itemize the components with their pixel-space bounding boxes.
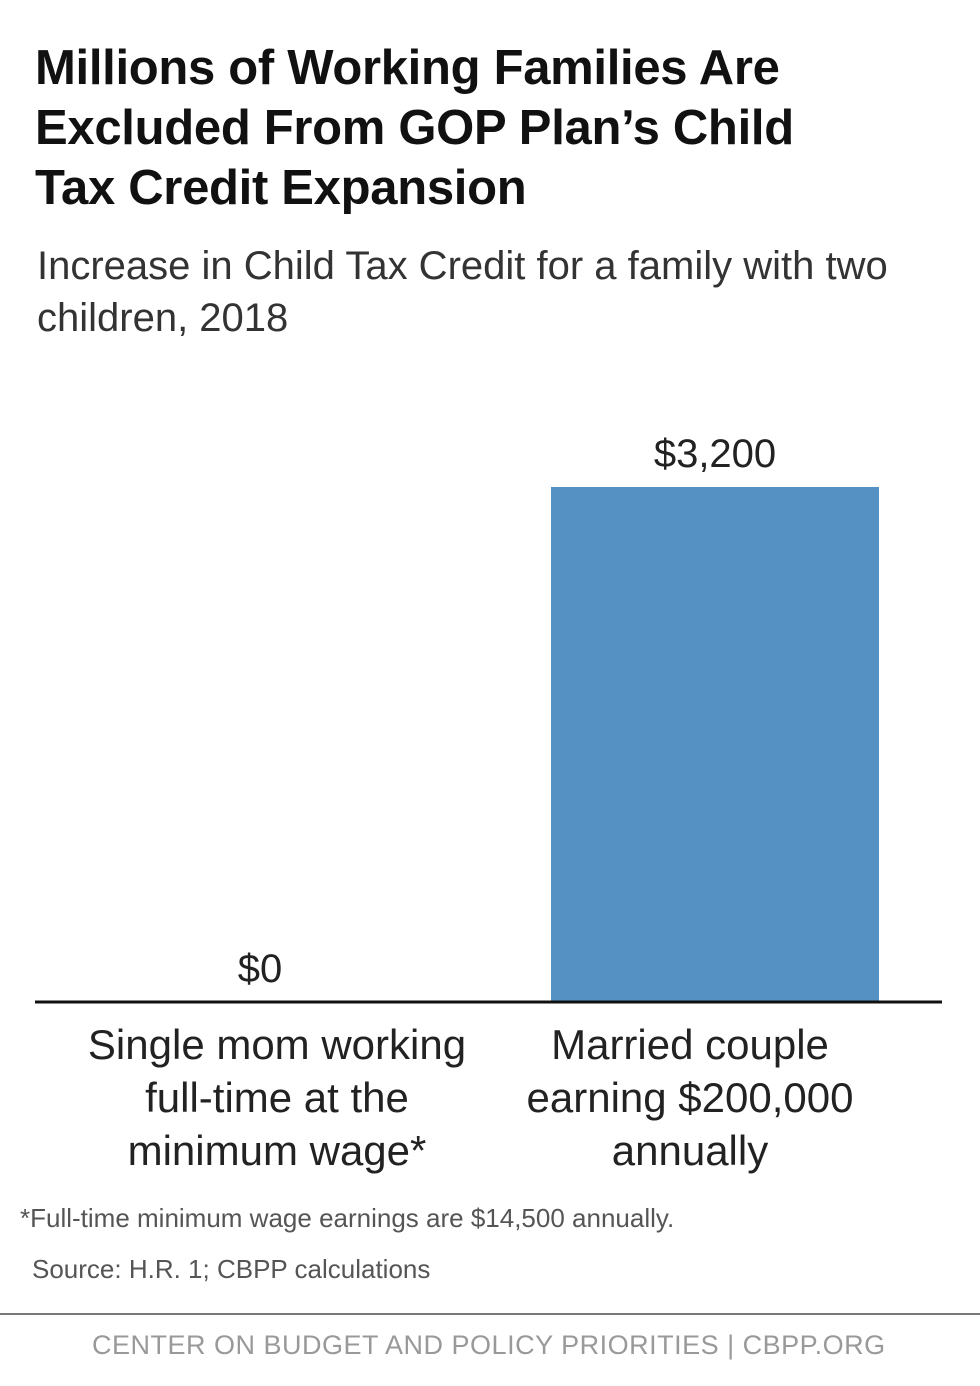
subtitle-line: children, 2018 xyxy=(37,296,289,340)
chart-subtitle: Increase in Child Tax Credit for a famil… xyxy=(37,240,957,344)
title-line: Excluded From GOP Plan’s Child xyxy=(35,101,794,155)
footnote: *Full-time minimum wage earnings are $14… xyxy=(20,1203,675,1233)
category-line: earning $200,000 xyxy=(526,1074,854,1121)
category-line: full-time at the xyxy=(145,1074,409,1121)
title-line: Tax Credit Expansion xyxy=(35,161,527,215)
category-label-1: Married couple earning $200,000 annually xyxy=(480,1018,900,1177)
subtitle-line: Increase in Child Tax Credit for a famil… xyxy=(37,244,888,288)
data-label-1: $3,200 xyxy=(654,432,776,476)
source-note: Source: H.R. 1; CBPP calculations xyxy=(32,1254,431,1284)
data-label-0: $0 xyxy=(238,947,283,991)
category-line: minimum wage* xyxy=(127,1127,427,1174)
category-line: annually xyxy=(611,1127,769,1174)
footer-divider xyxy=(0,1313,980,1315)
category-line: Married couple xyxy=(551,1021,829,1068)
category-line: Single mom working xyxy=(87,1021,467,1068)
bar-1 xyxy=(551,487,879,1002)
chart-title: Millions of Working Families Are Exclude… xyxy=(35,38,965,218)
title-line: Millions of Working Families Are xyxy=(35,41,780,95)
footer-credit: CENTER ON BUDGET AND POLICY PRIORITIES |… xyxy=(92,1330,886,1360)
category-label-0: Single mom working full-time at the mini… xyxy=(67,1018,487,1177)
